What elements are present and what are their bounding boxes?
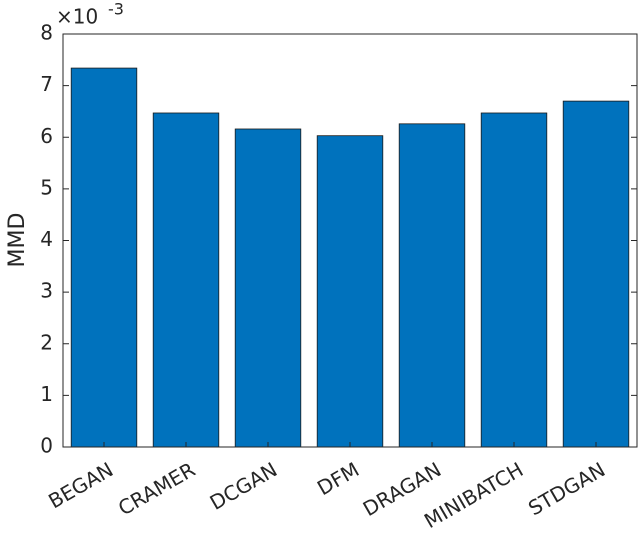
plot-frame <box>62 33 638 448</box>
y-tick-label: 0 <box>40 434 53 458</box>
x-tick-label: BEGAN <box>44 457 117 513</box>
y-tick-label: 2 <box>40 330 53 354</box>
y-tick-label: 8 <box>40 21 53 45</box>
bar <box>152 112 220 448</box>
bar <box>234 128 302 448</box>
x-tick-label: DFM <box>313 457 363 500</box>
bar <box>480 112 548 448</box>
y-multiplier: ×10 <box>56 5 98 29</box>
x-tick-label: DCGAN <box>206 457 282 515</box>
y-tick-label: 4 <box>40 227 53 251</box>
y-tick-label: 3 <box>40 279 53 303</box>
bar <box>562 100 630 448</box>
bar <box>316 135 384 448</box>
y-tick-label: 1 <box>40 382 53 406</box>
y-tick-label: 5 <box>40 175 53 199</box>
y-tick-label: 6 <box>40 124 53 148</box>
y-axis-label: MMD <box>5 213 30 268</box>
bar <box>398 123 466 448</box>
y-tick-label: 7 <box>40 72 53 96</box>
x-tick-label: CRAMER <box>114 457 199 520</box>
bar <box>70 67 138 448</box>
x-tick-label: STDGAN <box>524 457 609 520</box>
y-multiplier-exponent: -3 <box>108 0 124 19</box>
